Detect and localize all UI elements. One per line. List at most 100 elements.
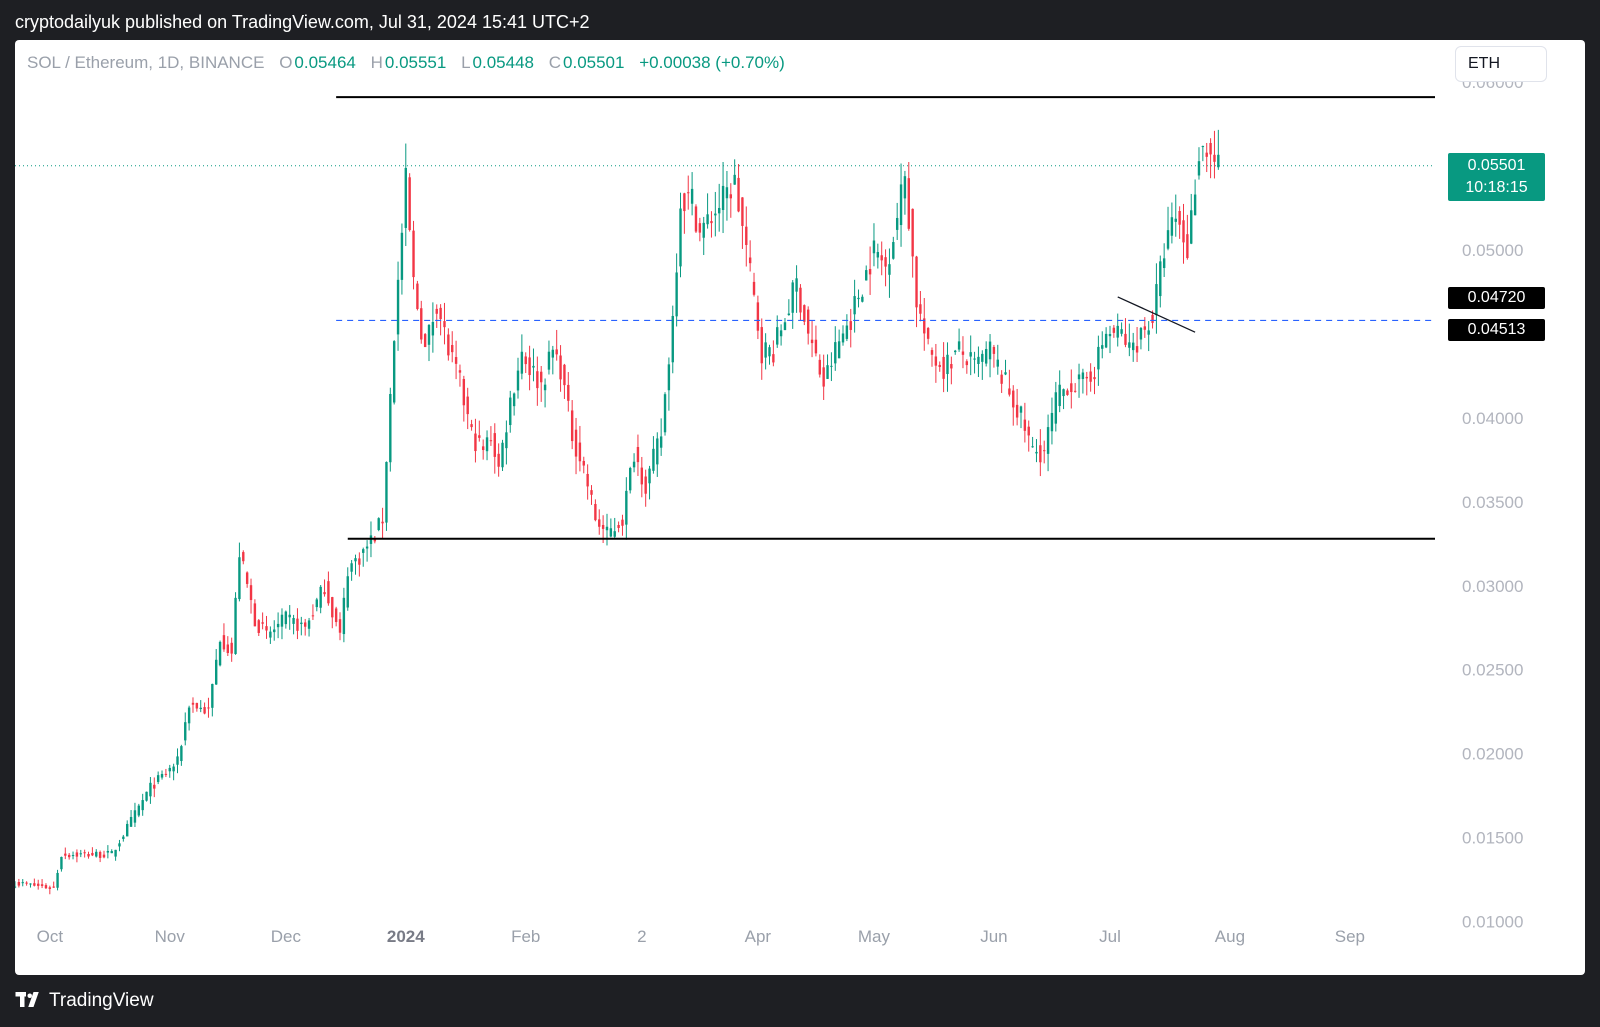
candle-body bbox=[307, 620, 311, 629]
candle-body bbox=[230, 642, 233, 654]
candle-body bbox=[1155, 284, 1158, 316]
candle-body bbox=[509, 397, 512, 426]
candle-body bbox=[934, 356, 938, 366]
candle-body bbox=[636, 446, 640, 463]
candle-body bbox=[1081, 372, 1085, 380]
candle-body bbox=[133, 810, 137, 823]
candle-body bbox=[242, 552, 245, 562]
candle-body bbox=[1035, 451, 1038, 454]
candle-body bbox=[760, 327, 763, 364]
candle-body bbox=[323, 592, 326, 595]
candle-body bbox=[1101, 345, 1104, 349]
candle-body bbox=[1151, 314, 1154, 323]
candle-body bbox=[33, 883, 36, 886]
candle-body bbox=[756, 302, 760, 331]
ohlc-legend: SOL / Ethereum, 1D, BINANCE O 0.05464 H 0.… bbox=[27, 53, 787, 73]
candle-body bbox=[234, 597, 237, 654]
candle-body bbox=[694, 206, 698, 232]
candle-body bbox=[300, 622, 303, 625]
candle-body bbox=[392, 341, 396, 403]
candle-body bbox=[265, 626, 268, 631]
symbol-label[interactable]: SOL / Ethereum, 1D, BINANCE bbox=[27, 53, 265, 72]
candle-body bbox=[667, 364, 671, 391]
candle-body bbox=[942, 356, 945, 379]
candle-body bbox=[311, 615, 315, 617]
candle-body bbox=[362, 549, 365, 553]
candle-body bbox=[1128, 342, 1131, 348]
candle-body bbox=[791, 282, 794, 313]
footer-bar bbox=[0, 975, 1600, 1027]
candle-body bbox=[961, 351, 965, 355]
candle-body bbox=[1031, 446, 1034, 448]
candle-body bbox=[1073, 390, 1077, 392]
candle-body bbox=[416, 283, 419, 309]
candle-body bbox=[153, 784, 156, 789]
candle-body bbox=[567, 384, 570, 401]
candle-body bbox=[923, 318, 926, 334]
candle-body bbox=[184, 722, 187, 741]
candle-body bbox=[191, 702, 195, 705]
candle-body bbox=[79, 853, 82, 855]
candle-body bbox=[675, 272, 678, 317]
candle-body bbox=[551, 349, 555, 358]
x-tick-label: Dec bbox=[271, 927, 302, 946]
candle-body bbox=[1217, 154, 1220, 168]
candle-body bbox=[1004, 372, 1007, 375]
candle-body bbox=[648, 468, 651, 484]
candle-body bbox=[381, 521, 384, 524]
candle-body bbox=[346, 576, 349, 608]
candle-body bbox=[574, 429, 578, 457]
candle-body bbox=[609, 528, 613, 537]
candle-body bbox=[555, 349, 558, 355]
candle-body bbox=[168, 767, 171, 772]
candle-body bbox=[787, 313, 791, 316]
price-chart[interactable]: 0.060000.055000.050000.045000.040000.035… bbox=[15, 40, 1585, 975]
candle-body bbox=[725, 187, 729, 199]
candle-body bbox=[1190, 210, 1193, 244]
candle-body bbox=[822, 367, 825, 387]
y-tick-label: 0.01500 bbox=[1462, 829, 1523, 848]
candle-body bbox=[106, 850, 110, 853]
candle-body bbox=[984, 348, 988, 364]
candle-body bbox=[1135, 346, 1139, 353]
brand-name: TradingView bbox=[49, 990, 154, 1011]
candle-body bbox=[40, 884, 44, 886]
candle-body bbox=[590, 490, 593, 495]
top-bar: cryptodailyuk published on TradingView.c… bbox=[0, 0, 1600, 40]
low-label: L bbox=[461, 53, 471, 72]
candle-body bbox=[865, 270, 868, 281]
candle-body bbox=[91, 852, 94, 856]
candle-body bbox=[1050, 412, 1054, 432]
x-tick-label: Aug bbox=[1215, 927, 1245, 946]
candle-body bbox=[845, 325, 849, 339]
chart-frame[interactable]: 0.060000.055000.050000.045000.040000.035… bbox=[15, 40, 1585, 975]
candle-body bbox=[1170, 217, 1174, 236]
candle-body bbox=[741, 197, 744, 226]
candle-body bbox=[683, 193, 686, 212]
candle-body bbox=[334, 608, 338, 623]
candle-body bbox=[806, 309, 810, 334]
candle-body bbox=[849, 321, 852, 330]
candle-body bbox=[656, 438, 659, 465]
candle-body bbox=[671, 315, 674, 363]
candle-body bbox=[1178, 210, 1181, 225]
candle-body bbox=[717, 207, 721, 214]
candle-body bbox=[292, 618, 295, 624]
candle-body bbox=[1089, 371, 1092, 382]
candle-body bbox=[195, 702, 199, 709]
candle-body bbox=[269, 631, 272, 638]
x-tick-label: Jun bbox=[980, 927, 1007, 946]
currency-button[interactable]: ETH bbox=[1455, 46, 1547, 82]
candle-body bbox=[354, 558, 357, 562]
tradingview-logo[interactable]: TradingView bbox=[15, 990, 154, 1012]
candle-body bbox=[505, 432, 508, 449]
x-tick-label: 2024 bbox=[387, 927, 425, 946]
candle-body bbox=[872, 240, 876, 254]
x-tick-label: 2 bbox=[637, 927, 646, 946]
candle-body bbox=[830, 365, 833, 367]
candle-body bbox=[485, 437, 489, 452]
candle-body bbox=[470, 424, 473, 428]
candle-body bbox=[1077, 374, 1081, 380]
low-value: 0.05448 bbox=[472, 53, 534, 72]
candle-body bbox=[1070, 383, 1073, 393]
